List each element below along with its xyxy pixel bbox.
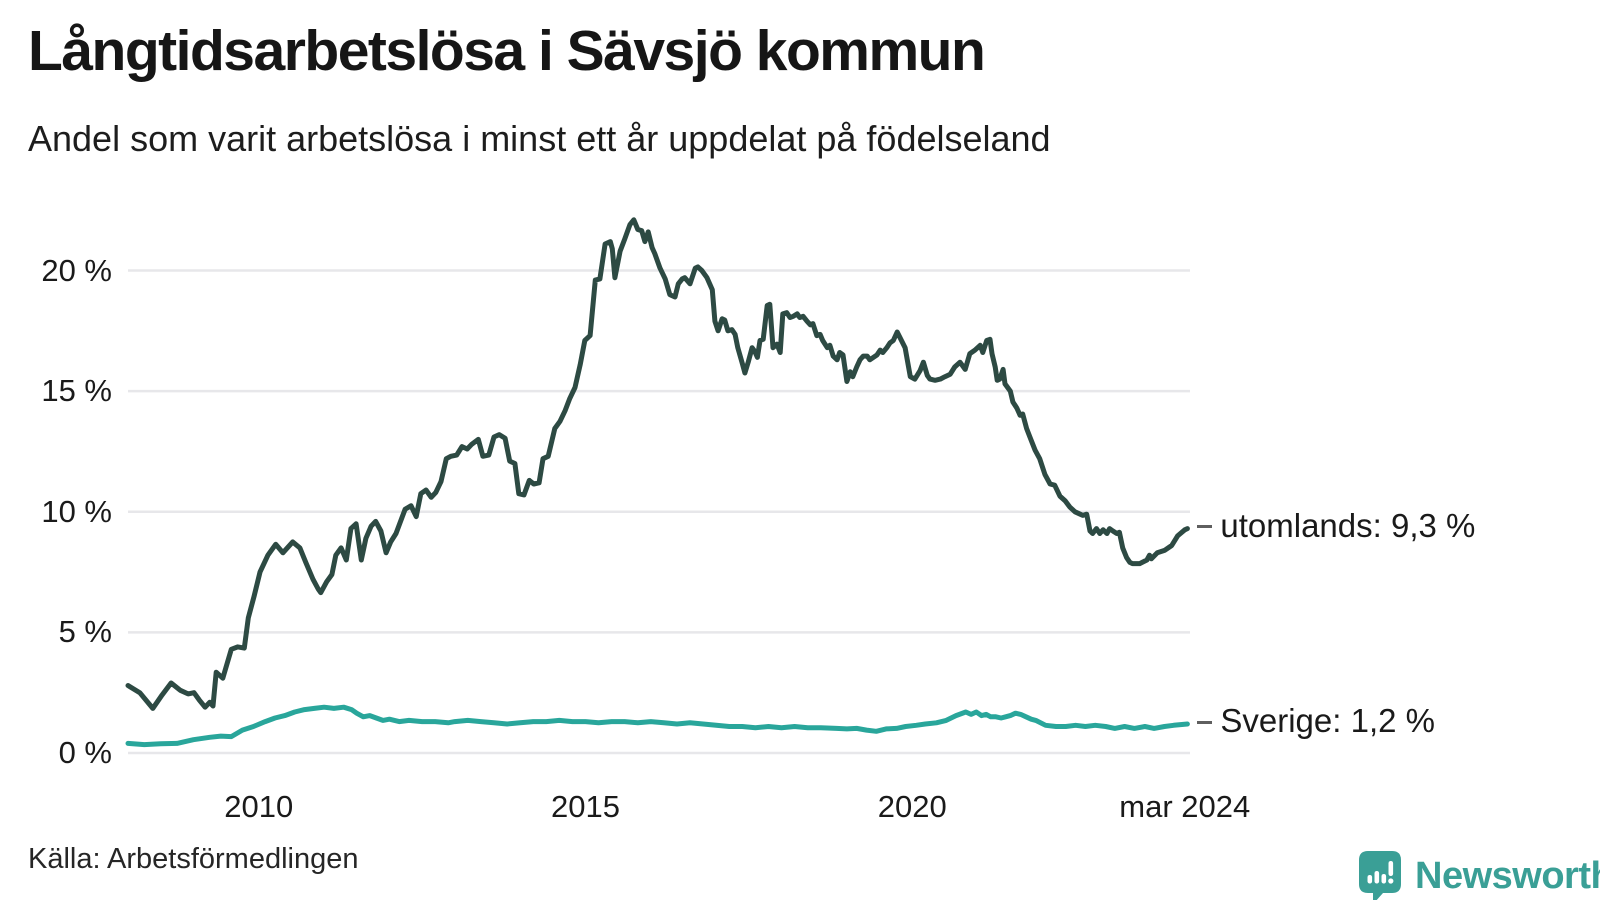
y-tick-label: 5 % <box>58 614 112 650</box>
series-label-sverige-text: Sverige: 1,2 % <box>1220 702 1435 740</box>
newsworthy-pin-barchart-icon <box>1359 851 1401 900</box>
y-tick-label: 15 % <box>41 373 112 409</box>
label-tick-dash <box>1197 525 1213 529</box>
series-label-utomlands: utomlands: 9,3 % <box>1197 507 1475 545</box>
x-tick-label: 2020 <box>877 789 947 824</box>
series-label-sverige: Sverige: 1,2 % <box>1197 702 1435 740</box>
y-tick-label: 0 % <box>58 735 112 770</box>
series-line-Sverige <box>125 704 1190 748</box>
series-label-utomlands-text: utomlands: 9,3 % <box>1220 506 1476 544</box>
source-note: Källa: Arbetsförmedlingen <box>28 843 359 875</box>
x-tick-label: 2015 <box>550 789 620 824</box>
x-tick-label: mar 2024 <box>1119 789 1251 824</box>
series-line-utomlands <box>125 217 1190 711</box>
y-tick-label: 10 % <box>41 493 112 529</box>
page-subtitle: Andel som varit arbetslösa i minst ett å… <box>28 118 1051 159</box>
page-title: Långtidsarbetslösa i Sävsjö kommun <box>28 19 986 83</box>
newsworthy-logo[interactable]: Newsworthy <box>1358 850 1600 900</box>
x-tick-label: 2010 <box>224 789 294 824</box>
y-tick-label: 20 % <box>41 252 112 288</box>
newsworthy-wordmark: Newsworthy <box>1415 855 1600 897</box>
label-tick-dash <box>1197 720 1213 724</box>
